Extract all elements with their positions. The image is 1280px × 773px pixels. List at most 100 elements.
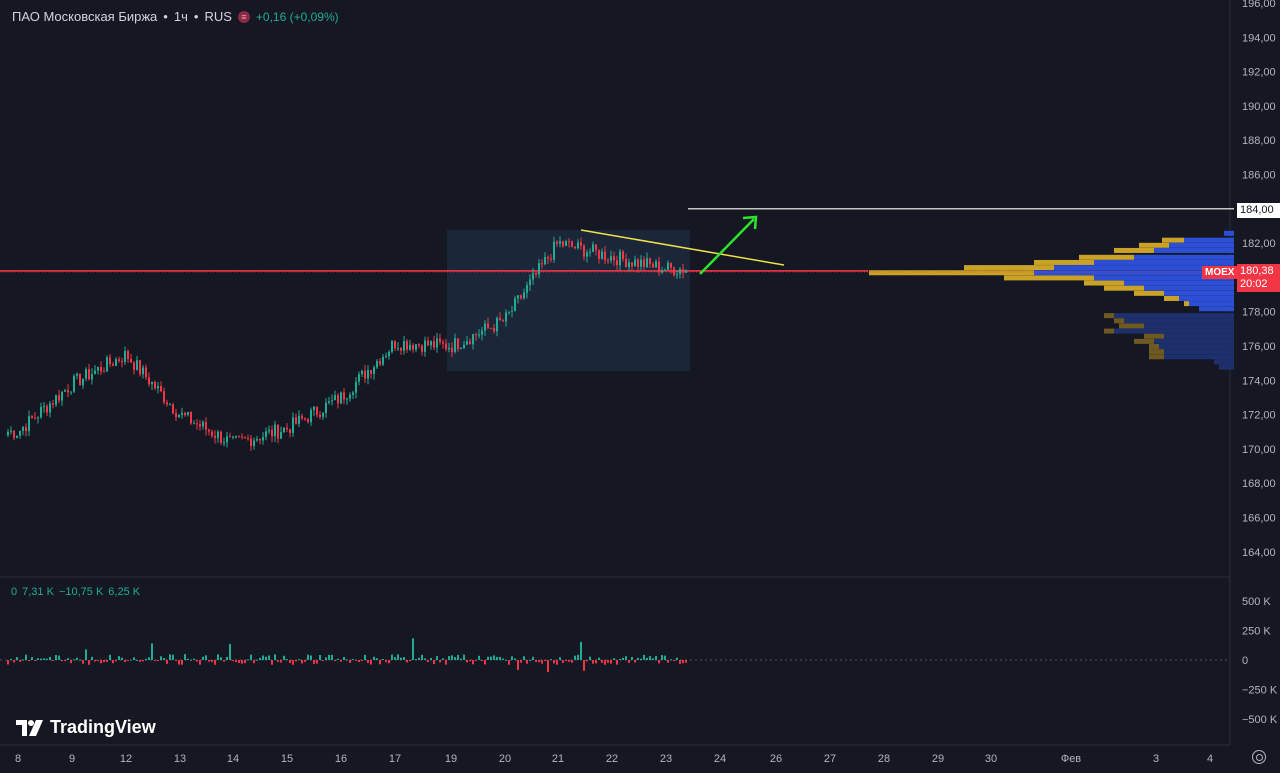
volume-delta-bar bbox=[640, 658, 642, 660]
time-axis-label[interactable]: 4 bbox=[1207, 753, 1213, 765]
volume-delta-bar bbox=[280, 660, 282, 663]
candle-body bbox=[241, 436, 243, 438]
volume-delta-bar bbox=[331, 654, 333, 660]
candle-body bbox=[661, 270, 663, 273]
candle-body bbox=[508, 311, 510, 313]
time-axis-label[interactable]: 20 bbox=[499, 753, 511, 765]
hamburger-icon[interactable]: ≡ bbox=[237, 10, 250, 23]
candle-body bbox=[463, 344, 465, 348]
tradingview-logo[interactable]: TradingView bbox=[16, 717, 156, 738]
volume-delta-bar bbox=[262, 655, 264, 660]
volume-delta-bar bbox=[97, 660, 99, 661]
candle-body bbox=[580, 242, 582, 246]
volume-axis-label: −250 K bbox=[1242, 685, 1278, 697]
volume-delta-bar bbox=[643, 654, 645, 660]
interval-label[interactable]: 1ч bbox=[173, 9, 188, 24]
candle-body bbox=[193, 423, 195, 425]
time-axis-label[interactable]: 23 bbox=[660, 753, 672, 765]
arrow-head-icon[interactable] bbox=[742, 215, 758, 230]
candle-body bbox=[289, 429, 291, 433]
volume-delta-bar bbox=[547, 660, 549, 673]
candle-body bbox=[115, 359, 117, 366]
volume-delta-bar bbox=[613, 658, 615, 660]
volume-delta-bar bbox=[526, 660, 528, 664]
time-axis-label[interactable]: 8 bbox=[15, 753, 21, 765]
candle-body bbox=[262, 436, 264, 441]
candle-body bbox=[517, 295, 519, 299]
candle-body bbox=[496, 317, 498, 332]
candle-body bbox=[667, 262, 669, 270]
candle-body bbox=[379, 361, 381, 365]
time-axis-label[interactable]: 15 bbox=[281, 753, 293, 765]
volume-delta-bar bbox=[661, 655, 663, 660]
candle-body bbox=[139, 360, 141, 375]
candle-body bbox=[649, 258, 651, 264]
candle-body bbox=[403, 341, 405, 351]
candle-body bbox=[166, 402, 168, 405]
time-axis-label[interactable]: 16 bbox=[335, 753, 347, 765]
arrow-drawing[interactable] bbox=[699, 218, 755, 275]
candle-body bbox=[214, 435, 216, 438]
time-axis-label[interactable]: 29 bbox=[932, 753, 944, 765]
time-axis-label[interactable]: 24 bbox=[714, 753, 726, 765]
candle-body bbox=[601, 251, 603, 259]
volume-delta-bar bbox=[49, 656, 51, 660]
candle-body bbox=[109, 357, 111, 365]
volume-profile-bar bbox=[1124, 280, 1234, 286]
volume-legend[interactable]: 0 7,31 K −10,75 K 6,25 K bbox=[11, 586, 140, 598]
candle-body bbox=[274, 424, 276, 437]
volume-profile-bar bbox=[1179, 295, 1234, 301]
volume-delta-bar bbox=[634, 660, 636, 663]
time-axis-label[interactable]: 28 bbox=[878, 753, 890, 765]
time-axis-label[interactable]: 30 bbox=[985, 753, 997, 765]
candle-body bbox=[454, 338, 456, 353]
candle-body bbox=[67, 390, 69, 393]
volume-delta-bar bbox=[124, 660, 126, 663]
trendline[interactable] bbox=[580, 229, 785, 266]
volume-delta-bar bbox=[685, 660, 687, 663]
volume-delta-bar bbox=[193, 658, 195, 660]
candle-body bbox=[613, 256, 615, 261]
range-highlight-box[interactable] bbox=[447, 230, 690, 371]
price-axis-label: 170,00 bbox=[1242, 444, 1276, 456]
time-axis-label[interactable]: Фев bbox=[1061, 753, 1081, 765]
candle-body bbox=[577, 242, 579, 249]
volume-delta-bar bbox=[631, 656, 633, 660]
time-axis-label[interactable]: 12 bbox=[120, 753, 132, 765]
symbol-legend[interactable]: ПАО Московская Биржа • 1ч • RUS ≡ +0,16 … bbox=[12, 9, 339, 24]
volume-delta-bar bbox=[46, 658, 48, 660]
candle-body bbox=[538, 263, 540, 275]
volume-delta-bar bbox=[274, 654, 276, 660]
volume-delta-bar bbox=[118, 656, 120, 660]
volume-delta-bar bbox=[235, 660, 237, 663]
volume-delta-bar bbox=[523, 656, 525, 660]
time-axis-label[interactable]: 19 bbox=[445, 753, 457, 765]
volume-delta-bar bbox=[553, 660, 555, 664]
candle-body bbox=[64, 390, 66, 392]
volume-delta-bar bbox=[19, 660, 21, 662]
candle-body bbox=[244, 437, 246, 439]
candle-body bbox=[145, 367, 147, 378]
time-axis-label[interactable]: 22 bbox=[606, 753, 618, 765]
settings-gear-icon[interactable] bbox=[1252, 750, 1266, 764]
volume-delta-bar bbox=[85, 649, 87, 660]
volume-delta-bar bbox=[454, 657, 456, 660]
volume-delta-bar bbox=[610, 660, 612, 664]
volume-delta-bar bbox=[571, 660, 573, 663]
volume-delta-bar bbox=[376, 658, 378, 660]
time-axis-label[interactable]: 17 bbox=[389, 753, 401, 765]
volume-delta-bar bbox=[79, 659, 81, 661]
time-axis-label[interactable]: 14 bbox=[227, 753, 239, 765]
candle-body bbox=[58, 395, 60, 401]
volume-delta-bar bbox=[127, 660, 129, 661]
time-axis-label[interactable]: 9 bbox=[69, 753, 75, 765]
time-axis-label[interactable]: 26 bbox=[770, 753, 782, 765]
volume-profile-bar bbox=[964, 265, 1054, 271]
time-axis-label[interactable]: 27 bbox=[824, 753, 836, 765]
time-axis-label[interactable]: 13 bbox=[174, 753, 186, 765]
volume-axis-label: 500 K bbox=[1242, 596, 1271, 608]
time-axis-label[interactable]: 21 bbox=[552, 753, 564, 765]
candle-body bbox=[553, 241, 555, 260]
time-axis-label[interactable]: 3 bbox=[1153, 753, 1159, 765]
